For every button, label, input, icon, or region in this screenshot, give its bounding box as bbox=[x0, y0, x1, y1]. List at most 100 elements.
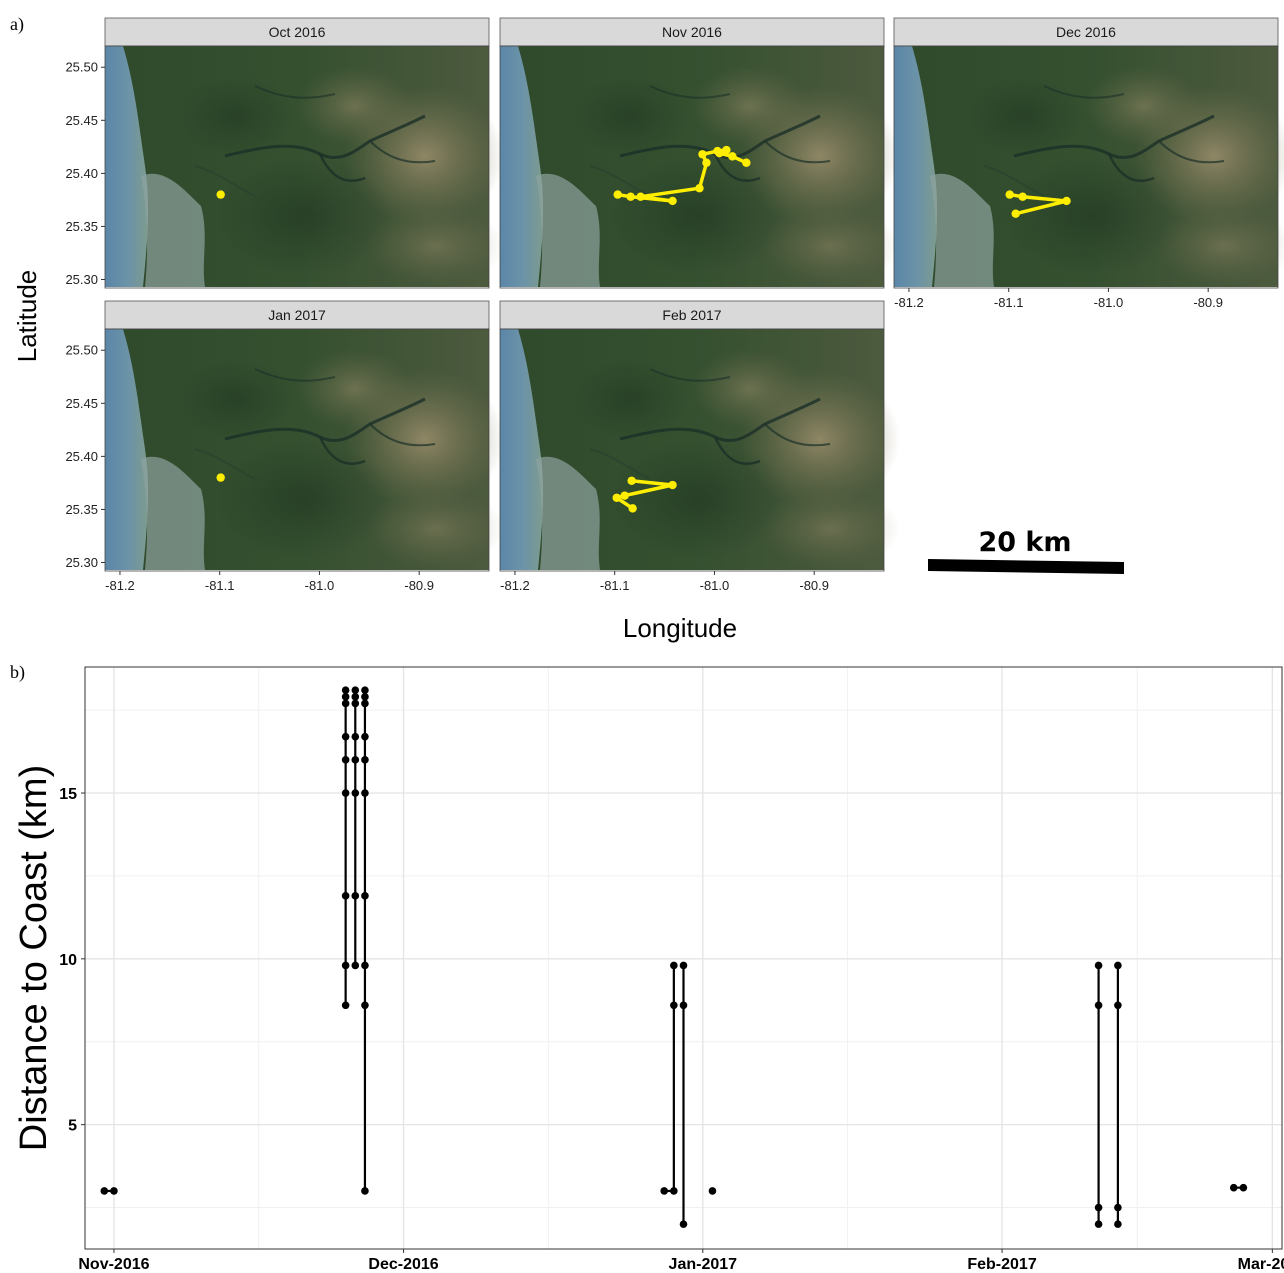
distance-point bbox=[708, 1187, 717, 1195]
track-point bbox=[1005, 190, 1014, 199]
x-tick-label: Nov-2016 bbox=[78, 1256, 149, 1273]
distance-point bbox=[1094, 1001, 1103, 1010]
distance-point bbox=[361, 892, 369, 900]
x-tick-label: -81.2 bbox=[105, 578, 135, 593]
distance-point bbox=[351, 789, 360, 797]
distance-point bbox=[1114, 1220, 1122, 1228]
distance-point bbox=[361, 1001, 369, 1010]
distance-point bbox=[679, 961, 688, 970]
x-tick-label: -80.9 bbox=[799, 578, 829, 593]
satellite-map bbox=[892, 44, 1284, 289]
facet-strip bbox=[104, 17, 490, 47]
distance-point bbox=[670, 1001, 678, 1010]
y-tick-label: 25.50 bbox=[65, 60, 98, 75]
facet-border bbox=[893, 45, 1279, 289]
facet-title: Feb 2017 bbox=[662, 307, 721, 323]
track-point bbox=[636, 192, 645, 201]
facet-strip bbox=[499, 300, 885, 330]
facet-strip bbox=[104, 300, 490, 330]
x-tick-label: -80.9 bbox=[404, 578, 434, 593]
distance-point bbox=[1239, 1183, 1248, 1192]
facet-title: Dec 2016 bbox=[1056, 24, 1116, 40]
distance-point bbox=[351, 686, 360, 695]
distance-point bbox=[361, 1187, 369, 1195]
x-tick-label: -80.9 bbox=[1193, 295, 1223, 310]
y-tick-label: 25.45 bbox=[65, 396, 98, 411]
satellite-map bbox=[103, 327, 507, 572]
track-point bbox=[722, 145, 731, 155]
distance-point bbox=[361, 693, 369, 701]
distance-point bbox=[670, 961, 678, 970]
distance-point bbox=[670, 1187, 678, 1195]
x-tick-label: Jan-2017 bbox=[669, 1256, 738, 1273]
track-point bbox=[612, 493, 621, 502]
map-facets: Oct 2016 25.30 25.35 25.40 25.45 25.50 Nov 201… bbox=[12, 17, 1284, 643]
distance-y-axis-title: Distance to Coast (km) bbox=[13, 765, 55, 1151]
distance-point bbox=[341, 686, 350, 695]
x-tick-label: -81.1 bbox=[600, 578, 630, 593]
x-tick-label: -81.2 bbox=[500, 578, 530, 593]
distance-point bbox=[341, 756, 350, 764]
satellite-map bbox=[103, 44, 507, 289]
track-point bbox=[613, 190, 622, 199]
track-point bbox=[1062, 196, 1071, 206]
satellite-map bbox=[498, 44, 902, 289]
distance-point bbox=[1114, 961, 1122, 970]
distance-point bbox=[100, 1187, 109, 1195]
track-point bbox=[216, 473, 225, 482]
distance-point bbox=[1229, 1183, 1238, 1192]
map-x-axis-title: Longitude bbox=[623, 613, 737, 643]
distance-point bbox=[1114, 1203, 1122, 1212]
y-tick-label: 25.40 bbox=[65, 166, 98, 181]
track-point bbox=[1011, 209, 1020, 218]
y-tick-label: 5 bbox=[68, 1118, 77, 1135]
distance-point bbox=[351, 732, 360, 741]
distance-point bbox=[1114, 1001, 1122, 1010]
y-tick-label: 25.35 bbox=[65, 219, 98, 234]
track-point bbox=[702, 158, 711, 167]
facet-strip bbox=[499, 17, 885, 47]
scale-bar-label: 20 km bbox=[978, 527, 1071, 558]
x-tick-label: -81.1 bbox=[205, 578, 235, 593]
track-point bbox=[627, 476, 636, 485]
track-point bbox=[695, 184, 704, 193]
distance-point bbox=[351, 699, 360, 708]
x-tick-label: -81.0 bbox=[305, 578, 335, 593]
facet-border bbox=[104, 45, 490, 289]
track-point bbox=[628, 504, 637, 513]
distance-point bbox=[341, 699, 350, 708]
scale-bar: 20 km bbox=[928, 527, 1124, 574]
track-line bbox=[1009, 192, 1069, 216]
distance-point bbox=[361, 699, 369, 708]
distance-point bbox=[361, 686, 369, 695]
plot-border bbox=[84, 666, 1283, 1250]
map-y-axis-title: Latitude bbox=[12, 270, 42, 363]
track-point bbox=[216, 190, 225, 199]
facet-panel: Nov 2016 bbox=[498, 17, 902, 289]
track-point bbox=[1018, 192, 1027, 201]
distance-point bbox=[660, 1187, 668, 1195]
track-point bbox=[742, 158, 751, 167]
y-tick-label: 25.50 bbox=[65, 343, 98, 358]
distance-point bbox=[1094, 1203, 1103, 1212]
x-tick-label: -81.0 bbox=[700, 578, 730, 593]
distance-point bbox=[341, 892, 350, 900]
distance-point bbox=[351, 756, 360, 764]
distance-point bbox=[341, 961, 350, 970]
distance-point bbox=[1094, 961, 1103, 970]
y-tick-label: 15 bbox=[59, 786, 77, 803]
distance-chart: Nov-2016 Dec-2016 Jan-2017 Feb-2017 Mar-2017… bbox=[13, 666, 1284, 1273]
distance-point bbox=[351, 961, 360, 970]
distance-point bbox=[341, 1001, 350, 1010]
facet-border bbox=[104, 328, 490, 572]
panel-a-label: a) bbox=[10, 14, 24, 35]
y-tick-label: 25.40 bbox=[65, 449, 98, 464]
panel-b-label: b) bbox=[10, 662, 25, 683]
facet-title: Nov 2016 bbox=[662, 24, 722, 40]
x-tick-label: -81.2 bbox=[894, 295, 924, 310]
facet-border bbox=[499, 328, 885, 572]
facet-strip bbox=[893, 17, 1279, 47]
track-point bbox=[620, 491, 629, 500]
facet-panel: Dec 2016 -81.2 -81.1 -81.0 -80.9 bbox=[892, 17, 1284, 310]
